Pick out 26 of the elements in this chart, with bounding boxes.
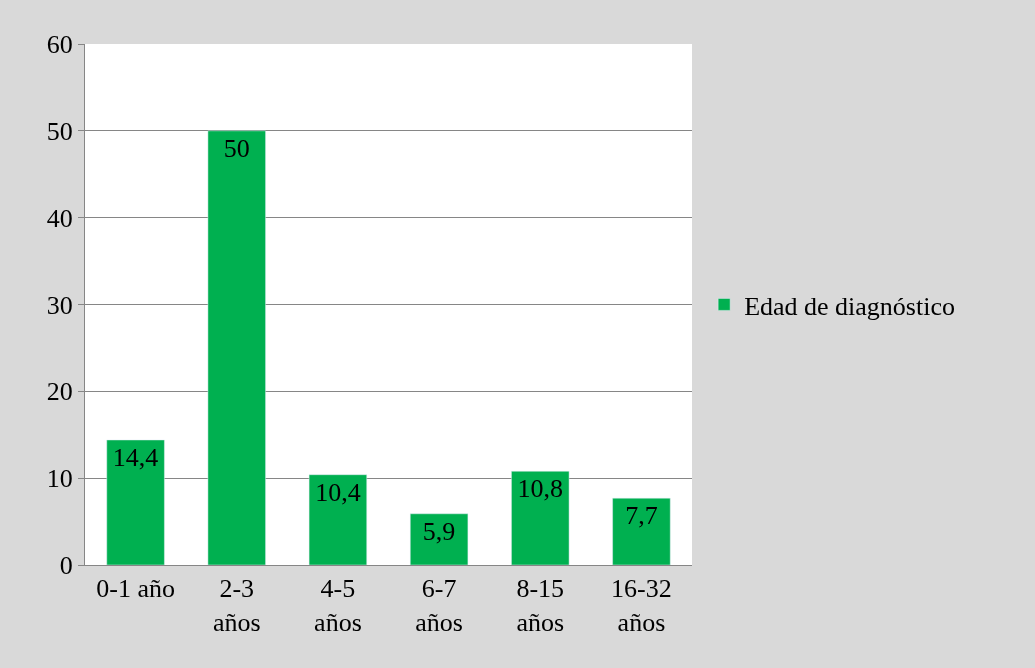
data-label: 5,9 [422,516,456,546]
y-tick-label: 50 [46,116,73,146]
y-tick-label: 30 [46,290,73,320]
x-tick-label: 8-15 años [516,574,565,637]
data-label: 10,4 [315,477,361,507]
y-tick-label: 40 [46,203,73,233]
x-tick-label: 4-5 años [314,574,362,637]
y-tick-label: 0 [59,551,73,581]
data-label: 7,7 [625,501,658,531]
data-label: 10,8 [517,474,563,504]
legend-label: Edad de diagnóstico [744,291,955,321]
bar [106,439,165,565]
x-tick-label: 16-32 años [611,574,672,637]
data-label: 14,4 [112,442,159,472]
bar [207,130,266,565]
x-tick-label: 2-3 años [212,574,261,637]
bar [612,497,671,565]
bar [410,513,469,565]
data-label: 50 [223,133,250,163]
x-tick-label: 0-1 año [96,574,175,604]
bar [308,474,367,565]
y-tick-label: 60 [46,30,73,60]
y-tick-label: 10 [46,464,73,494]
y-tick-label: 20 [46,377,73,407]
x-tick-label: 6-7 años [415,574,463,637]
bar [511,470,570,565]
